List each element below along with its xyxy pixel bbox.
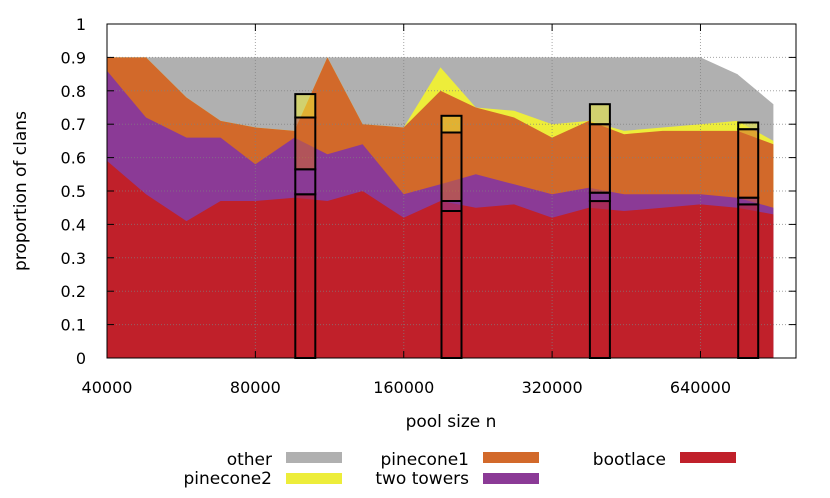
x-axis-ticks: 40000 80000 160000 320000 640000 — [82, 24, 731, 397]
y-tick-label: 0.3 — [61, 249, 86, 268]
x-tick-label: 80000 — [230, 378, 281, 397]
bar-3-pinecone1 — [588, 123, 611, 194]
x-tick-label: 40000 — [82, 378, 133, 397]
legend-swatch-pinecone2 — [286, 473, 342, 484]
bar-2-two-towers — [440, 200, 463, 212]
y-tick-label: 0.7 — [61, 115, 86, 134]
y-tick-label: 0.1 — [61, 316, 86, 335]
bar-2-pinecone1 — [440, 131, 463, 202]
y-tick-label: 1 — [76, 15, 86, 34]
y-axis-title: proportion of clans — [11, 111, 31, 271]
y-tick-label: 0.9 — [61, 48, 86, 67]
legend-label-bootlace: bootlace — [593, 450, 666, 470]
bar-4-pinecone1 — [737, 128, 760, 199]
y-axis-ticks: 0 0.1 0.2 0.3 0.4 0.5 0.6 0.7 0.8 0.9 1 — [61, 15, 796, 368]
bar-3-pinecone2 — [588, 103, 611, 126]
bar-3-two-towers — [588, 191, 611, 203]
bar-1-pinecone2 — [294, 93, 317, 119]
y-tick-label: 0.6 — [61, 149, 86, 168]
x-tick-label: 320000 — [522, 378, 583, 397]
bar-2-pinecone2 — [440, 114, 463, 134]
legend-swatch-two-towers — [483, 473, 539, 484]
legend-swatch-other — [286, 452, 342, 463]
y-tick-label: 0.5 — [61, 182, 86, 201]
legend-label-two-towers: two towers — [375, 469, 469, 489]
y-tick-label: 0 — [76, 349, 86, 368]
x-tick-label: 640000 — [670, 378, 731, 397]
legend-swatch-pinecone1 — [483, 452, 539, 463]
grid-lines — [107, 24, 796, 358]
bar-4-pinecone2 — [737, 121, 760, 131]
bar-1-bootlace — [294, 193, 317, 359]
stacked-areas — [107, 57, 774, 359]
bar-1-two-towers — [294, 168, 317, 196]
legend-label-pinecone2: pinecone2 — [183, 469, 272, 489]
y-tick-label: 0.2 — [61, 282, 86, 301]
legend-label-other: other — [227, 450, 272, 470]
bar-2-bootlace — [440, 210, 463, 359]
stacked-bars — [294, 93, 760, 359]
bar-4-bootlace — [737, 203, 760, 359]
bar-1-pinecone1 — [294, 116, 317, 171]
y-tick-label: 0.8 — [61, 82, 86, 101]
x-axis-title: pool size n — [406, 412, 497, 432]
bar-4-two-towers — [737, 196, 760, 206]
legend-swatch-bootlace — [680, 452, 736, 463]
bar-3-bootlace — [588, 200, 611, 359]
legend-label-pinecone1: pinecone1 — [380, 450, 469, 470]
y-tick-label: 0.4 — [61, 215, 86, 234]
x-tick-label: 160000 — [373, 378, 434, 397]
